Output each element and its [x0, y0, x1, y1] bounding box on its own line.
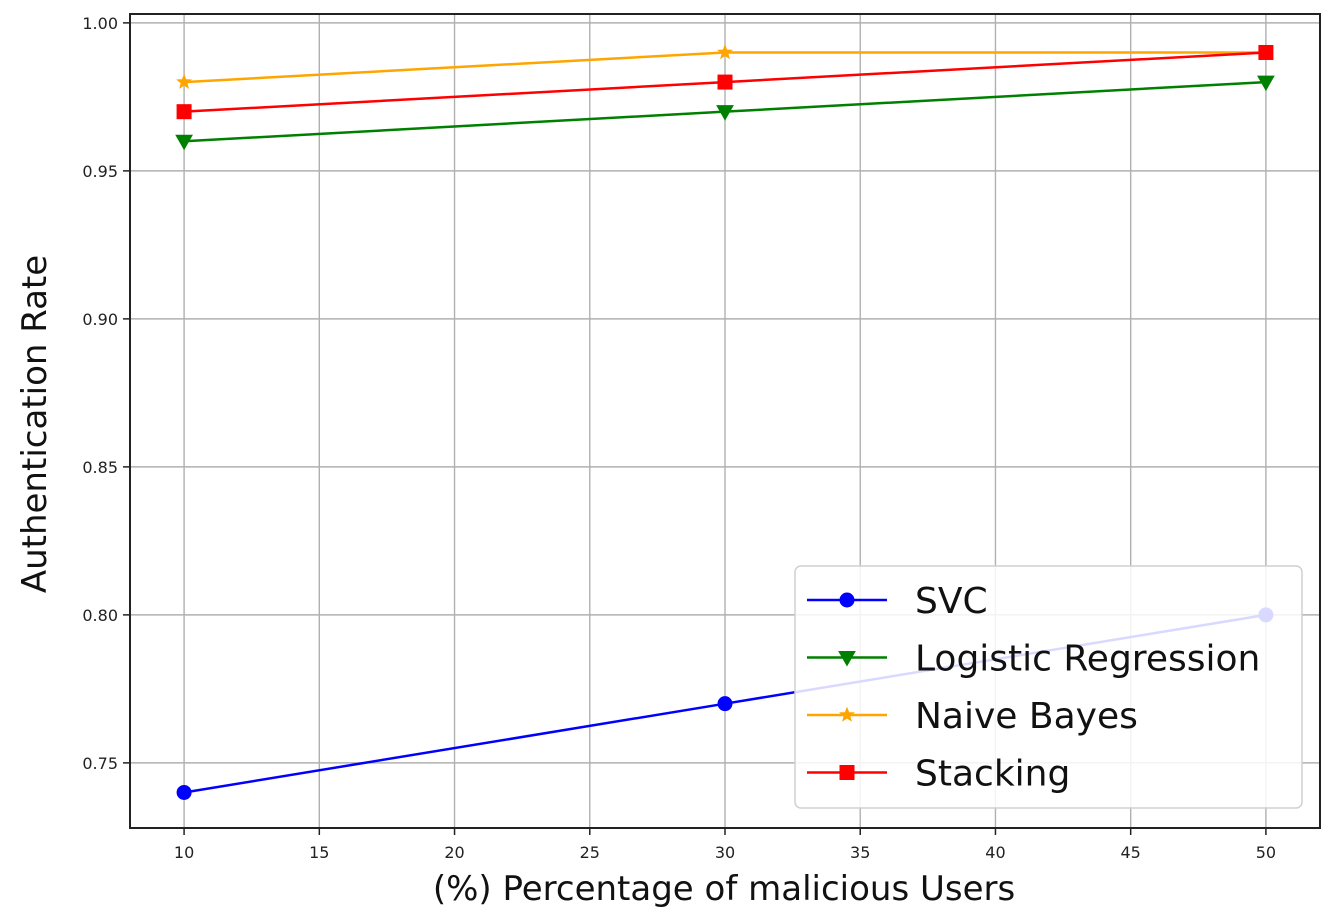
- legend: SVC Logistic Regression Naive Bayes Stackin…: [794, 565, 1303, 809]
- x-tick-label: 50: [1256, 843, 1276, 862]
- grid: [130, 14, 1320, 828]
- legend-entry: SVC: [807, 581, 988, 622]
- x-tick-label: 15: [309, 843, 329, 862]
- data-point: [1257, 75, 1275, 92]
- data-point: [1258, 44, 1274, 60]
- legend-marker: [839, 592, 855, 608]
- x-tick-label: 45: [1121, 843, 1141, 862]
- y-tick-label: 0.95: [82, 162, 118, 181]
- legend-label: Stacking: [915, 754, 1070, 795]
- data-point: [717, 74, 733, 90]
- legend-label: SVC: [915, 581, 988, 622]
- data-point: [717, 44, 733, 60]
- x-tick-label: 10: [174, 843, 194, 862]
- x-axis-title: (%) Percentage of malicious Users: [433, 869, 1015, 909]
- legend-marker: [839, 706, 855, 722]
- tick-labels: 10 15 20 25 30 35 40 45 50 0.75 0.80 0.85 0.90 0.95 1.…: [82, 14, 1276, 862]
- legend-entry: Stacking: [807, 754, 1070, 795]
- y-tick-label: 1.00: [82, 14, 118, 33]
- x-tick-label: 20: [444, 843, 464, 862]
- legend-marker: [839, 765, 855, 780]
- legend-entry: Logistic Regression: [807, 639, 1260, 680]
- legend-box: [794, 565, 1303, 809]
- data-point: [176, 73, 193, 89]
- x-tick-label: 35: [850, 843, 870, 862]
- y-tick-label: 0.80: [82, 606, 118, 625]
- y-axis-title: Authentication Rate: [15, 255, 55, 593]
- data-point: [175, 134, 193, 151]
- y-tick-label: 0.90: [82, 310, 118, 329]
- data-point: [716, 105, 734, 121]
- data-point: [176, 784, 192, 800]
- data-point: [176, 104, 192, 120]
- series-stacking: [176, 44, 1274, 120]
- x-tick-label: 40: [985, 843, 1005, 862]
- x-tick-label: 25: [580, 843, 600, 862]
- y-tick-label: 0.85: [82, 458, 118, 477]
- legend-label: Naive Bayes: [915, 696, 1138, 737]
- data-point: [717, 696, 733, 712]
- legend-marker: [838, 651, 856, 667]
- legend-entry: Naive Bayes: [807, 696, 1138, 737]
- y-tick-label: 0.75: [82, 754, 118, 773]
- series-logistic-regression: [175, 75, 1275, 151]
- x-tick-label: 30: [715, 843, 735, 862]
- legend-label: Logistic Regression: [915, 639, 1260, 680]
